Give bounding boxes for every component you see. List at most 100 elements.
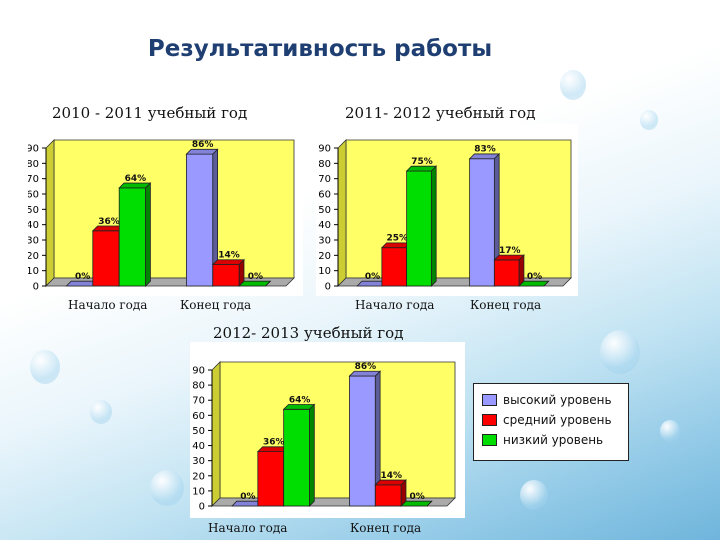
water-drop-decoration (640, 110, 658, 130)
bar-front (406, 170, 432, 287)
y-tick-label: 60 (318, 190, 331, 201)
y-tick-label: 90 (28, 144, 39, 155)
chart-title-2011: 2011- 2012 учебный год (345, 104, 536, 122)
data-label-medium: 14% (380, 471, 402, 481)
y-tick-label: 40 (318, 220, 331, 231)
chart-legend: высокий уровень средний уровень низкий у… (473, 383, 629, 461)
y-tick-label: 70 (318, 174, 331, 185)
y-tick-label: 70 (28, 174, 39, 185)
bar-front (118, 187, 146, 287)
y-tick-label: 80 (318, 159, 331, 170)
y-tick-label: 40 (28, 220, 39, 231)
data-label-medium: 25% (386, 234, 408, 244)
y-tick-label: 40 (192, 441, 205, 452)
legend-swatch-low (482, 434, 497, 446)
data-label-high: 0% (240, 492, 255, 502)
bar-medium-end (493, 254, 525, 287)
bar-front (257, 451, 285, 507)
data-label-low: 0% (409, 492, 424, 502)
bar-low-start (405, 165, 438, 287)
chart-2012-svg: 0 10 20 30 40 50 60 70 80 90 0% 36% 64% 86% 14% 0% (192, 361, 456, 513)
y-tick-label: 20 (318, 251, 331, 262)
legend-item-high: высокий уровень (482, 390, 628, 410)
bar-low-start (282, 403, 316, 507)
y-tick-label: 60 (192, 411, 205, 422)
x-label-end-2011: Конец года (470, 298, 542, 312)
x-label-end-2010: Конец года (180, 298, 252, 312)
bar-front (349, 375, 376, 507)
data-label-low: 64% (125, 174, 147, 184)
bar-side (145, 182, 151, 287)
bar-side (430, 165, 437, 287)
bar-medium-end (211, 258, 245, 287)
plot-back-wall (345, 139, 572, 279)
bar-side (265, 280, 271, 287)
bar-front (381, 247, 408, 287)
bar-front (212, 264, 240, 287)
legend-label-high: высокий уровень (503, 393, 612, 407)
data-label-low: 75% (411, 157, 433, 167)
y-tick-label: 30 (192, 456, 205, 467)
data-label-high: 0% (365, 272, 380, 282)
bar-front (283, 408, 310, 507)
bar-front (469, 158, 495, 287)
y-tick-label: 10 (192, 486, 205, 497)
plot-side-wall (337, 139, 347, 287)
bar-front (374, 484, 402, 507)
data-label-high: 0% (75, 272, 90, 282)
y-tick-label: 50 (192, 426, 205, 437)
legend-label-low: низкий уровень (503, 433, 604, 447)
chart-title-2010: 2010 - 2011 учебный год (52, 104, 248, 122)
x-label-start-2011: Начало года (355, 298, 435, 312)
plot-back-wall (53, 139, 295, 279)
plot-back-wall (219, 361, 456, 499)
water-drop-decoration (660, 420, 680, 442)
x-label-start-2012: Начало года (208, 521, 288, 535)
bar-medium-end (374, 479, 407, 507)
water-drop-decoration (30, 350, 60, 384)
x-label-end-2012: Конец года (350, 521, 422, 535)
y-tick-label: 90 (192, 366, 205, 377)
water-drop-decoration (560, 70, 586, 100)
data-label-low: 0% (248, 272, 263, 282)
plot-side-wall (45, 139, 55, 287)
bar-low-end (400, 500, 433, 507)
water-drop-decoration (520, 480, 548, 510)
bar-side (309, 403, 315, 507)
page-title: Результативность работы (147, 36, 493, 62)
data-label-medium: 36% (263, 438, 285, 448)
chart-2012: 0 10 20 30 40 50 60 70 80 90 0% 36% 64% 86% 14% 0% (190, 342, 465, 518)
legend-item-medium: средний уровень (482, 410, 628, 430)
data-label-low: 64% (289, 395, 311, 405)
water-drop-decoration (90, 400, 112, 424)
y-tick-label: 10 (28, 266, 39, 277)
y-tick-label: 80 (28, 159, 39, 170)
chart-2010-svg: 0 10 20 30 40 50 60 70 80 90 0% 36% 64% 86% 14% 0% (28, 139, 295, 293)
data-label-high: 86% (192, 140, 214, 150)
bar-low-end (518, 280, 550, 287)
data-label-medium: 17% (499, 246, 521, 256)
legend-label-medium: средний уровень (503, 413, 612, 427)
y-tick-label: 0 (33, 282, 39, 293)
y-tick-label: 30 (28, 236, 39, 247)
data-label-high: 86% (355, 362, 377, 372)
y-tick-label: 70 (192, 396, 205, 407)
y-tick-label: 60 (28, 190, 39, 201)
bar-side (426, 500, 433, 507)
y-tick-label: 50 (318, 205, 331, 216)
y-tick-label: 90 (318, 144, 331, 155)
bar-low-end (238, 280, 272, 287)
y-tick-label: 50 (28, 205, 39, 216)
bar-high-end (348, 370, 382, 507)
bar-front (185, 153, 214, 287)
bar-high-end (468, 152, 501, 287)
y-tick-label: 10 (318, 266, 331, 277)
bar-low-start (118, 182, 152, 287)
y-tick-label: 20 (192, 471, 205, 482)
y-tick-label: 80 (192, 381, 205, 392)
data-label-low: 0% (527, 272, 542, 282)
water-drop-decoration (150, 470, 184, 506)
data-label-medium: 36% (98, 217, 120, 227)
y-tick-label: 20 (28, 251, 39, 262)
x-label-start-2010: Начало года (68, 298, 148, 312)
